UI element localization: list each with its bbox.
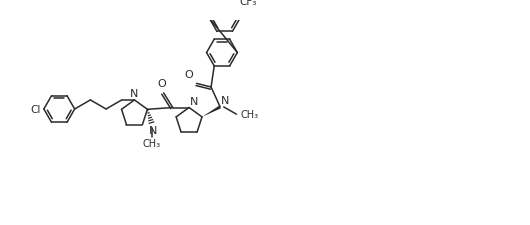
Text: CH₃: CH₃ xyxy=(143,139,161,149)
Text: O: O xyxy=(184,70,193,79)
Text: O: O xyxy=(157,79,166,89)
Text: CF₃: CF₃ xyxy=(240,0,257,7)
Text: Cl: Cl xyxy=(31,105,41,115)
Text: N: N xyxy=(221,96,229,106)
Text: N: N xyxy=(148,125,157,135)
Text: CH₃: CH₃ xyxy=(240,110,258,120)
Polygon shape xyxy=(202,106,221,117)
Text: N: N xyxy=(190,96,198,106)
Text: N: N xyxy=(130,89,139,99)
